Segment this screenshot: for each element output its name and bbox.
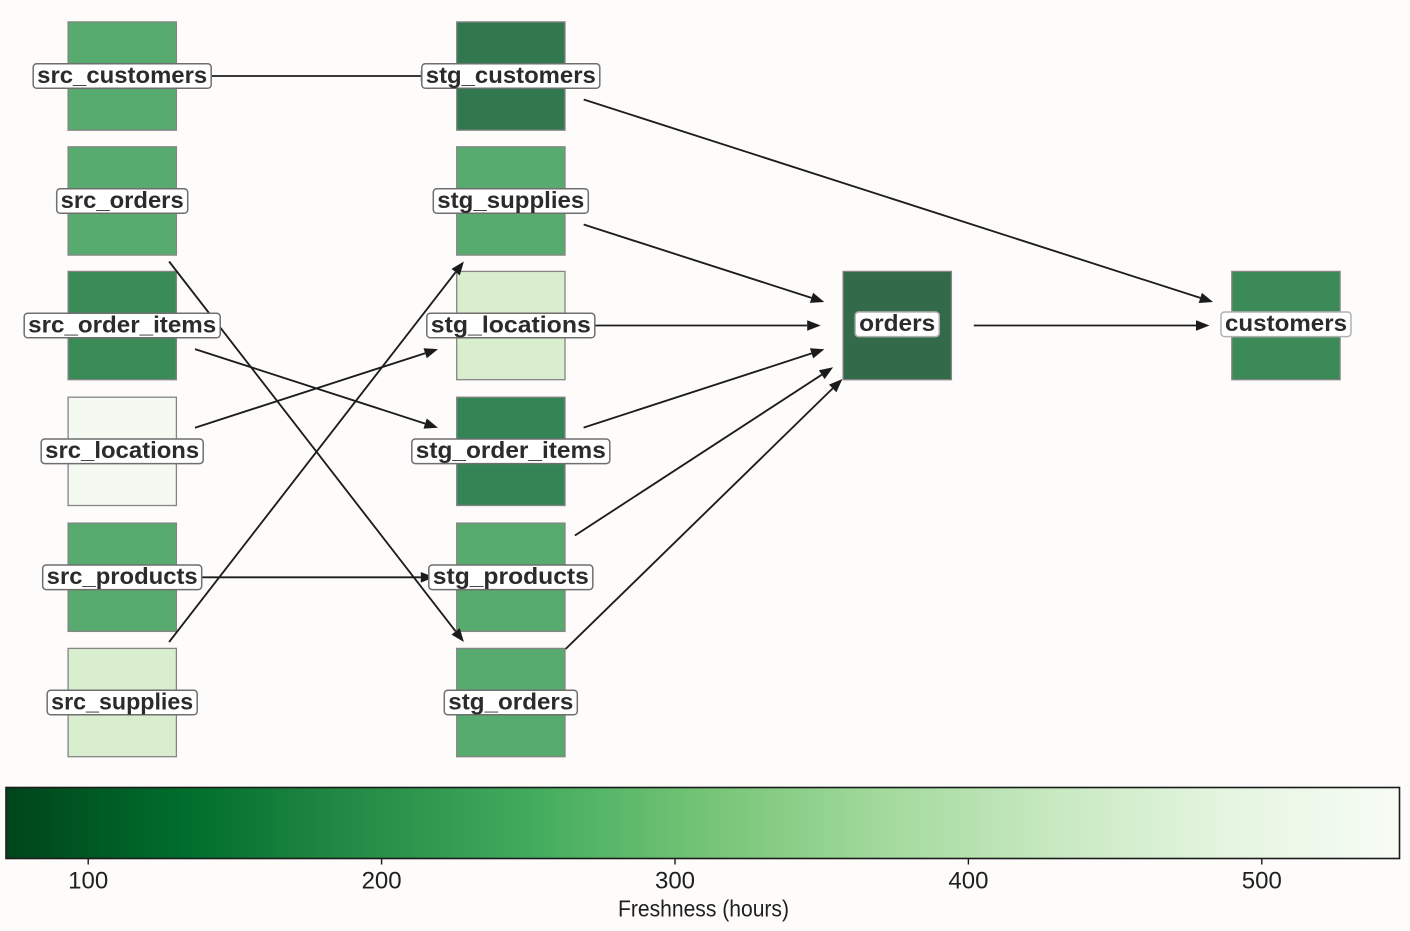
svg-text:src_locations: src_locations bbox=[45, 437, 199, 463]
svg-text:stg_order_items: stg_order_items bbox=[416, 437, 606, 463]
svg-text:src_supplies: src_supplies bbox=[51, 688, 193, 714]
svg-text:orders: orders bbox=[859, 310, 935, 336]
svg-text:stg_supplies: stg_supplies bbox=[437, 187, 584, 213]
svg-text:100: 100 bbox=[68, 868, 108, 895]
svg-text:Freshness (hours): Freshness (hours) bbox=[618, 896, 789, 922]
svg-text:500: 500 bbox=[1242, 868, 1282, 895]
svg-text:src_orders: src_orders bbox=[61, 187, 184, 213]
svg-text:stg_orders: stg_orders bbox=[448, 688, 573, 714]
svg-text:customers: customers bbox=[1225, 310, 1347, 336]
svg-text:src_customers: src_customers bbox=[37, 62, 207, 88]
svg-text:stg_locations: stg_locations bbox=[431, 311, 591, 337]
svg-text:400: 400 bbox=[948, 868, 988, 895]
svg-text:src_order_items: src_order_items bbox=[28, 311, 216, 337]
svg-text:stg_products: stg_products bbox=[433, 563, 589, 589]
svg-text:stg_customers: stg_customers bbox=[426, 62, 596, 88]
svg-text:src_products: src_products bbox=[47, 563, 198, 589]
svg-text:200: 200 bbox=[362, 868, 402, 895]
svg-text:300: 300 bbox=[655, 868, 695, 895]
